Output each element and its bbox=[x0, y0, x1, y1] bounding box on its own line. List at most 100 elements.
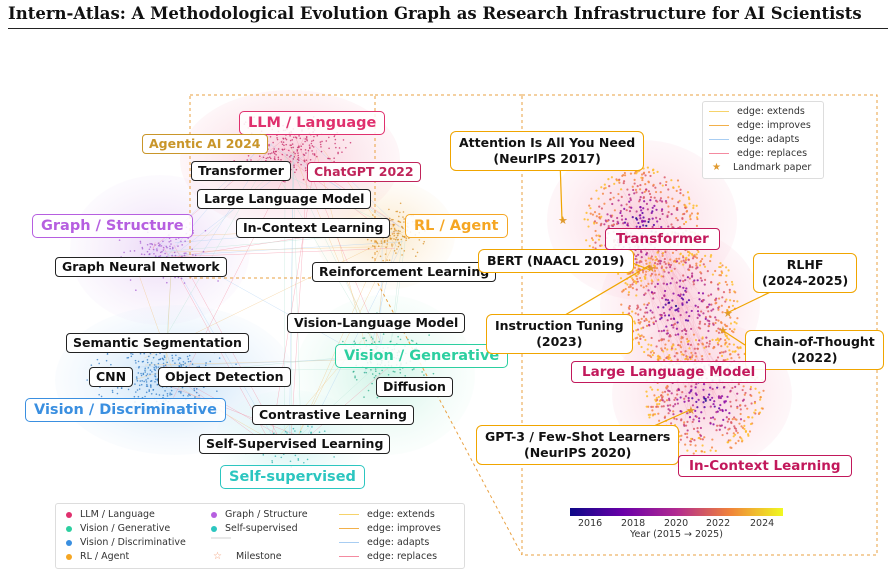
graph-node bbox=[699, 271, 702, 274]
graph-node bbox=[288, 149, 290, 152]
graph-node bbox=[195, 391, 198, 394]
graph-node bbox=[135, 376, 138, 378]
graph-node bbox=[621, 290, 624, 293]
graph-node bbox=[598, 212, 601, 216]
graph-node bbox=[725, 416, 728, 419]
graph-node bbox=[170, 393, 173, 396]
graph-node bbox=[313, 154, 316, 156]
graph-node bbox=[696, 212, 699, 215]
graph-node bbox=[181, 386, 184, 389]
graph-node bbox=[606, 219, 609, 223]
graph-node bbox=[283, 144, 285, 147]
graph-node bbox=[696, 316, 699, 320]
graph-node bbox=[415, 342, 418, 345]
graph-node bbox=[649, 351, 653, 354]
graph-node bbox=[432, 372, 435, 375]
graph-node bbox=[399, 244, 402, 246]
graph-node bbox=[715, 429, 718, 432]
graph-node bbox=[718, 265, 721, 269]
graph-node bbox=[191, 363, 194, 365]
graph-node bbox=[656, 355, 659, 358]
annotation-bert: BERT (NAACL 2019) bbox=[478, 249, 634, 273]
graph-node bbox=[691, 272, 694, 275]
graph-node bbox=[669, 335, 672, 338]
graph-node bbox=[174, 276, 176, 279]
graph-node bbox=[754, 387, 757, 390]
graph-edge bbox=[164, 383, 308, 440]
graph-node bbox=[647, 289, 650, 292]
graph-node bbox=[670, 324, 673, 327]
graph-node bbox=[684, 261, 687, 264]
graph-node bbox=[727, 441, 730, 444]
graph-node bbox=[691, 404, 695, 407]
graph-node bbox=[635, 294, 638, 297]
graph-node bbox=[613, 182, 616, 185]
graph-node bbox=[667, 211, 670, 214]
graph-node bbox=[297, 458, 300, 460]
title-rule bbox=[8, 28, 888, 29]
graph-node bbox=[286, 432, 288, 434]
graph-node bbox=[148, 389, 151, 391]
graph-node bbox=[381, 369, 383, 372]
graph-node bbox=[696, 427, 699, 430]
graph-node bbox=[86, 379, 88, 381]
graph-node bbox=[399, 338, 402, 341]
graph-node bbox=[645, 188, 648, 191]
graph-node bbox=[271, 152, 273, 154]
graph-node bbox=[189, 360, 192, 363]
graph-node bbox=[697, 431, 700, 434]
graph-node bbox=[610, 224, 613, 227]
graph-node bbox=[620, 204, 623, 207]
graph-node bbox=[649, 386, 652, 389]
graph-edge bbox=[668, 296, 700, 307]
graph-node bbox=[696, 347, 699, 350]
graph-node bbox=[155, 367, 158, 369]
graph-node bbox=[145, 379, 147, 381]
graph-node bbox=[684, 258, 688, 262]
graph-node bbox=[667, 262, 670, 265]
graph-node bbox=[388, 259, 391, 261]
graph-node bbox=[148, 355, 150, 358]
graph-node bbox=[744, 391, 747, 395]
graph-node bbox=[407, 338, 409, 341]
graph-edge bbox=[644, 226, 696, 388]
graph-node bbox=[295, 168, 298, 171]
graph-node bbox=[681, 391, 684, 394]
graph-node bbox=[388, 208, 390, 211]
graph-node bbox=[629, 198, 632, 202]
graph-node bbox=[149, 246, 152, 248]
graph-node bbox=[392, 370, 395, 373]
graph-node bbox=[399, 211, 401, 214]
graph-node bbox=[671, 226, 674, 229]
method-vision-language-model: Vision-Language Model bbox=[287, 313, 466, 333]
graph-node bbox=[276, 137, 278, 139]
graph-node bbox=[183, 254, 186, 257]
graph-node bbox=[292, 146, 295, 149]
graph-node bbox=[672, 205, 676, 208]
graph-node bbox=[620, 218, 624, 221]
graph-node bbox=[171, 354, 173, 357]
graph-node bbox=[648, 416, 651, 419]
graph-node bbox=[749, 388, 752, 391]
graph-node bbox=[707, 345, 710, 348]
graph-node bbox=[633, 320, 636, 323]
graph-node bbox=[354, 376, 356, 379]
graph-node bbox=[631, 216, 634, 219]
graph-node bbox=[676, 179, 680, 182]
graph-node bbox=[601, 192, 605, 195]
cluster-label-llm: LLM / Language bbox=[239, 111, 386, 135]
graph-node bbox=[730, 280, 734, 284]
graph-node bbox=[617, 192, 620, 196]
graph-node bbox=[127, 388, 130, 391]
graph-node bbox=[645, 285, 648, 288]
graph-node bbox=[717, 308, 720, 311]
graph-node bbox=[682, 286, 685, 289]
graph-node bbox=[293, 156, 296, 158]
graph-node bbox=[653, 204, 656, 207]
graph-node bbox=[134, 359, 137, 362]
graph-node bbox=[583, 218, 586, 221]
right-legend-adapts: edge: adapts bbox=[709, 134, 799, 145]
graph-node bbox=[686, 358, 690, 361]
graph-node bbox=[149, 352, 152, 355]
graph-node bbox=[401, 254, 403, 256]
